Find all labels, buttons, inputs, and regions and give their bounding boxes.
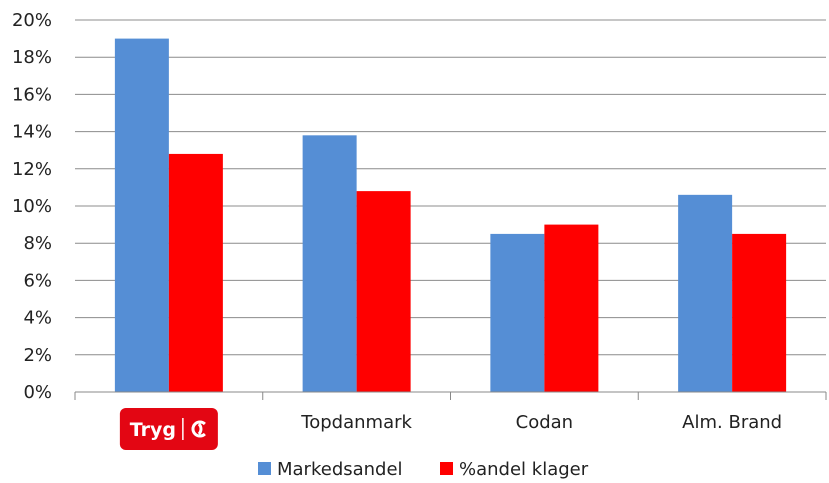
bar-markedsandel-topdanmark: [302, 135, 357, 392]
tryg-logo: Tryg: [119, 408, 218, 450]
legend: Markedsandel %andel klager: [258, 459, 589, 480]
category-label: Codan: [516, 412, 573, 433]
y-tick-label: 16%: [12, 84, 52, 105]
bar--andel-klager-codan: [544, 224, 599, 392]
y-tick-label: 4%: [23, 308, 52, 329]
y-tick-label: 6%: [23, 270, 52, 291]
bar--andel-klager-topdanmark: [356, 191, 411, 392]
x-axis-ticks: [74, 392, 827, 400]
tryg-logo-mark-icon: [191, 420, 206, 438]
y-tick-label: 0%: [23, 382, 52, 403]
legend-label: %andel klager: [459, 459, 589, 480]
y-tick-label: 12%: [12, 159, 52, 180]
y-tick-label: 14%: [12, 122, 52, 143]
bar-markedsandel-alm-brand: [678, 194, 733, 392]
y-tick-label: 2%: [23, 345, 52, 366]
y-tick-label: 18%: [12, 47, 52, 68]
bar-markedsandel-codan: [490, 233, 545, 392]
category-label: Topdanmark: [300, 412, 412, 433]
bar--andel-klager-alm-brand: [732, 233, 787, 392]
bar--andel-klager-tryg: [168, 153, 223, 392]
bars: [114, 38, 787, 392]
category-label: Alm. Brand: [682, 412, 782, 433]
legend-swatch: [258, 462, 271, 475]
tryg-logo-text: Tryg: [130, 419, 176, 441]
bar-markedsandel-tryg: [114, 38, 169, 392]
y-axis-ticks: 0% 2% 4% 6% 8% 10% 12% 14% 16% 18% 20%: [12, 10, 52, 403]
y-tick-label: 10%: [12, 196, 52, 217]
legend-swatch: [440, 462, 453, 475]
tryg-logo-badge: [119, 408, 218, 450]
y-tick-label: 8%: [23, 233, 52, 254]
tryg-logo-mark-icon: [197, 422, 203, 436]
y-tick-label: 20%: [12, 10, 52, 31]
category-labels: Tryg Topdanmark Codan Alm. Brand: [119, 408, 782, 450]
legend-label: Markedsandel: [277, 459, 403, 480]
